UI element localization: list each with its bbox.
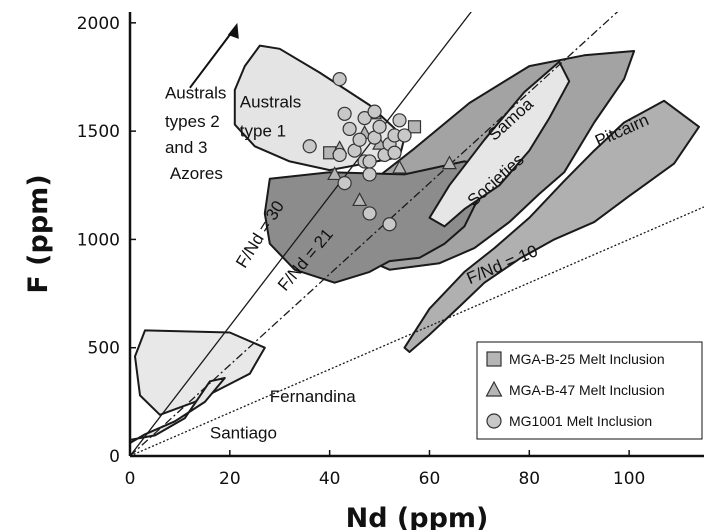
data-point-circle-2 — [302, 139, 317, 154]
x-tick-label: 80 — [518, 469, 540, 489]
data-point-circle-11 — [362, 206, 377, 221]
data-point-circle-19 — [392, 113, 407, 128]
data-point-circle-20 — [397, 128, 412, 143]
legend-label: MGA-B-47 Melt Inclusion — [509, 382, 665, 398]
austral-arrow-head — [227, 22, 239, 39]
legend-square-marker — [486, 351, 502, 367]
data-point-circle-1 — [337, 106, 352, 121]
data-point-circle-8 — [357, 111, 372, 126]
reference-lines-layer — [130, 12, 704, 456]
data-point-circle-21 — [362, 154, 377, 169]
x-axis-title: Nd (ppm) — [346, 503, 489, 530]
data-point-circle-0 — [332, 72, 347, 87]
legend-label: MG1001 Melt Inclusion — [509, 413, 652, 429]
annotation-fernandina: Fernandina — [270, 387, 357, 406]
x-tick-label: 20 — [219, 469, 241, 489]
x-tick-label: 60 — [419, 469, 441, 489]
data-point-circle-3 — [337, 176, 352, 191]
data-point-square-1 — [407, 120, 422, 134]
reference-line-fnd-30 — [130, 12, 472, 456]
reference-line-fnd-10 — [130, 206, 704, 456]
annotation-santiago: Santiago — [210, 424, 277, 443]
y-tick-label: 1500 — [77, 122, 120, 142]
field-azores — [263, 160, 491, 284]
legend: MGA-B-25 Melt Inclusion MGA-B-47 Melt Inc… — [476, 341, 703, 440]
data-point-triangle-0 — [327, 166, 343, 181]
legend-box — [476, 341, 703, 440]
y-axis-title: F (ppm) — [23, 174, 54, 293]
data-point-circle-5 — [342, 121, 357, 137]
field-societies — [428, 60, 571, 228]
reference-line-fnd-21 — [130, 12, 619, 456]
x-tick-label: 40 — [319, 469, 341, 489]
field-pitcairn — [403, 99, 700, 353]
data-point-circle-7 — [352, 132, 367, 147]
annotation-azores: Azores — [170, 164, 223, 183]
y-tick-label: 1000 — [77, 230, 120, 250]
data-point-circle-13 — [367, 104, 382, 119]
data-point-circle-14 — [372, 119, 387, 134]
data-point-circle-22 — [382, 217, 397, 232]
annotation-types-2: types 2 — [165, 112, 220, 131]
data-point-circle-4 — [332, 147, 347, 163]
points-layer — [302, 72, 457, 232]
austral-arrow-shaft — [189, 30, 234, 89]
data-point-circle-18 — [387, 145, 402, 160]
y-tick-label: 2000 — [77, 14, 120, 34]
field-santiago — [130, 377, 226, 444]
annotation-australs: Australs — [165, 84, 226, 103]
legend-circle-marker — [486, 413, 502, 429]
data-point-triangle-7 — [441, 155, 457, 170]
data-point-triangle-2 — [352, 192, 368, 207]
legend-label: MGA-B-25 Melt Inclusion — [509, 351, 665, 367]
x-tick-label: 0 — [125, 469, 136, 489]
annotation-type-1: type 1 — [240, 122, 286, 141]
annotation-australs: Australs — [240, 92, 301, 111]
fields-layer — [130, 44, 700, 444]
x-tick-label: 100 — [613, 469, 645, 489]
y-tick-label: 500 — [88, 339, 120, 359]
legend-triangle-marker — [485, 380, 503, 397]
data-point-circle-10 — [362, 167, 377, 182]
annotation-and-3: and 3 — [165, 138, 208, 157]
data-point-triangle-6 — [392, 159, 408, 174]
y-tick-label: 0 — [109, 447, 120, 467]
